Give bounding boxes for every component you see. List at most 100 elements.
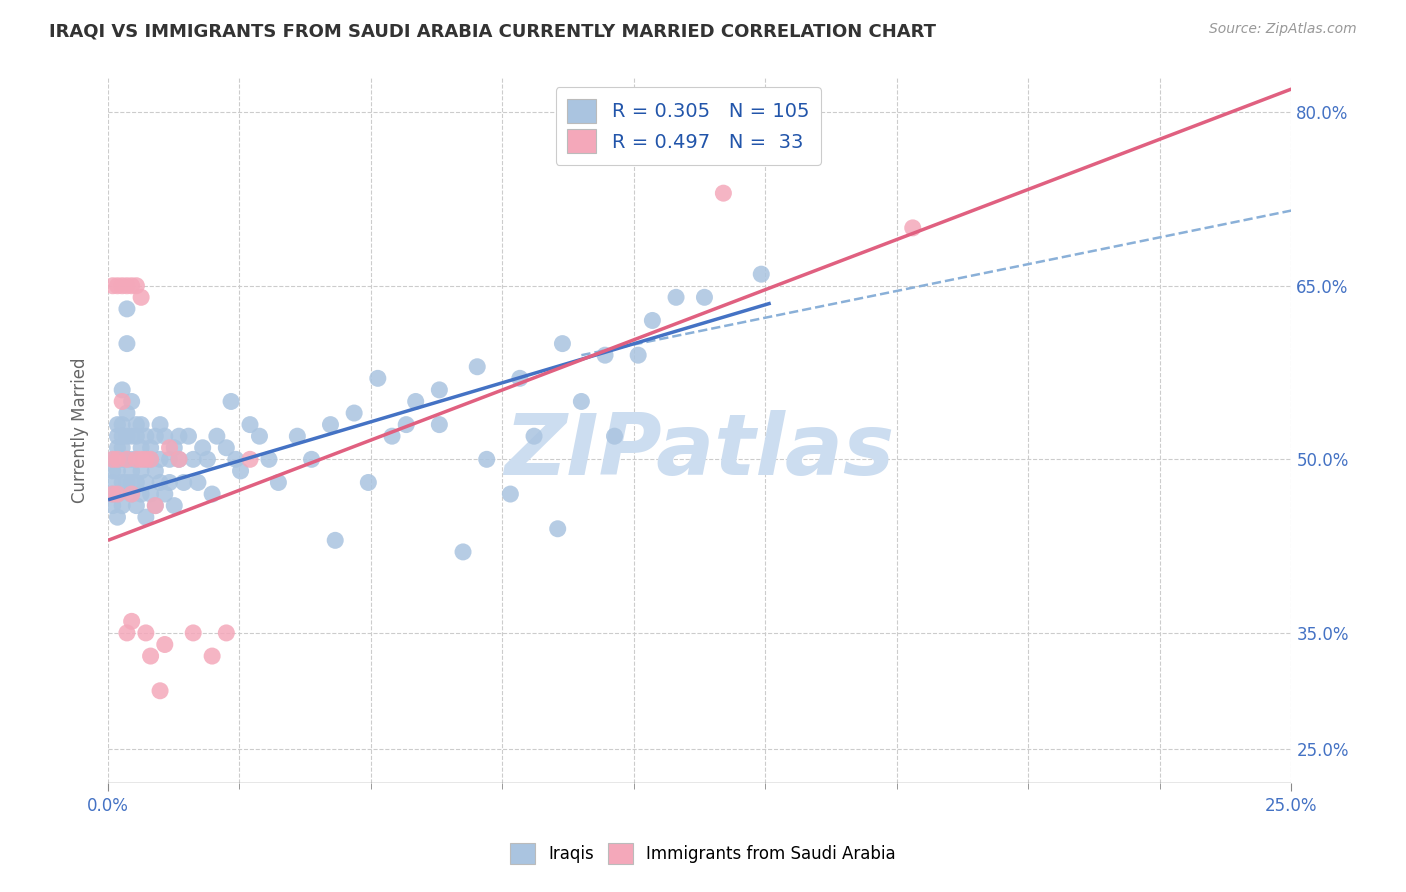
Point: [121, 452, 143, 467]
Point: [143, 429, 166, 443]
Point: [475, 452, 498, 467]
Point: [101, 452, 124, 467]
Point: [107, 452, 129, 467]
Point: [125, 278, 148, 293]
Point: [135, 475, 157, 490]
Point: [101, 487, 124, 501]
Point: [547, 522, 569, 536]
Point: [569, 394, 592, 409]
Point: [111, 417, 134, 432]
Point: [125, 499, 148, 513]
Point: [143, 464, 166, 478]
Point: [149, 683, 172, 698]
Point: [115, 452, 138, 467]
Point: [135, 452, 157, 467]
Text: ZIPatlas: ZIPatlas: [505, 410, 894, 493]
Point: [693, 290, 716, 304]
Point: [111, 499, 134, 513]
Point: [139, 452, 162, 467]
Point: [139, 441, 162, 455]
Point: [593, 348, 616, 362]
Point: [163, 441, 186, 455]
Point: [159, 441, 181, 455]
Point: [267, 475, 290, 490]
Point: [107, 429, 129, 443]
Point: [107, 417, 129, 432]
Y-axis label: Currently Married: Currently Married: [72, 358, 89, 503]
Point: [121, 475, 143, 490]
Point: [129, 487, 152, 501]
Point: [239, 452, 262, 467]
Point: [713, 186, 735, 201]
Point: [107, 510, 129, 524]
Point: [111, 383, 134, 397]
Legend: Iraqis, Immigrants from Saudi Arabia: Iraqis, Immigrants from Saudi Arabia: [503, 837, 903, 871]
Point: [187, 475, 209, 490]
Point: [139, 452, 162, 467]
Point: [249, 429, 271, 443]
Point: [509, 371, 531, 385]
Point: [167, 429, 190, 443]
Point: [149, 417, 172, 432]
Point: [357, 475, 380, 490]
Point: [101, 487, 124, 501]
Point: [115, 429, 138, 443]
Point: [163, 499, 186, 513]
Point: [107, 441, 129, 455]
Point: [121, 487, 143, 501]
Point: [121, 394, 143, 409]
Point: [201, 649, 224, 664]
Point: [129, 464, 152, 478]
Point: [257, 452, 280, 467]
Point: [181, 452, 204, 467]
Point: [465, 359, 488, 374]
Point: [125, 475, 148, 490]
Point: [121, 615, 143, 629]
Point: [135, 510, 157, 524]
Point: [111, 278, 134, 293]
Point: [101, 475, 124, 490]
Point: [115, 278, 138, 293]
Point: [405, 394, 427, 409]
Point: [367, 371, 389, 385]
Point: [125, 429, 148, 443]
Point: [129, 441, 152, 455]
Point: [121, 464, 143, 478]
Point: [225, 452, 247, 467]
Point: [115, 301, 138, 316]
Point: [219, 394, 242, 409]
Point: [523, 429, 546, 443]
Point: [111, 394, 134, 409]
Point: [101, 499, 124, 513]
Point: [125, 417, 148, 432]
Point: [107, 452, 129, 467]
Point: [101, 464, 124, 478]
Point: [229, 464, 252, 478]
Text: IRAQI VS IMMIGRANTS FROM SAUDI ARABIA CURRENTLY MARRIED CORRELATION CHART: IRAQI VS IMMIGRANTS FROM SAUDI ARABIA CU…: [49, 22, 936, 40]
Point: [125, 452, 148, 467]
Point: [129, 290, 152, 304]
Point: [749, 267, 772, 281]
Point: [901, 220, 924, 235]
Point: [121, 278, 143, 293]
Point: [111, 441, 134, 455]
Point: [107, 487, 129, 501]
Point: [167, 452, 190, 467]
Point: [641, 313, 664, 327]
Point: [135, 452, 157, 467]
Point: [665, 290, 688, 304]
Point: [381, 429, 404, 443]
Point: [343, 406, 366, 420]
Point: [551, 336, 574, 351]
Point: [499, 487, 522, 501]
Point: [135, 626, 157, 640]
Point: [205, 429, 228, 443]
Point: [111, 429, 134, 443]
Point: [101, 278, 124, 293]
Point: [427, 417, 450, 432]
Point: [107, 487, 129, 501]
Point: [153, 638, 176, 652]
Point: [129, 452, 152, 467]
Point: [115, 406, 138, 420]
Point: [191, 441, 214, 455]
